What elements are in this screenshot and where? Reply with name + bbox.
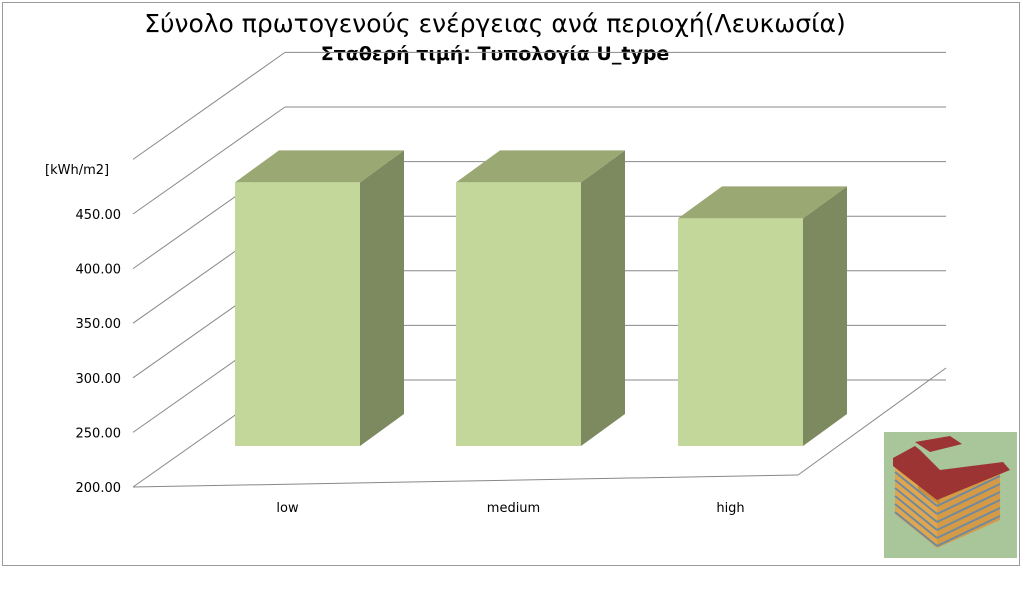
bar-side bbox=[581, 150, 625, 446]
bar-top bbox=[678, 186, 847, 219]
building-model-icon bbox=[884, 432, 1017, 558]
y-tick-label: 250.00 bbox=[76, 426, 122, 441]
x-category-label: high bbox=[716, 501, 744, 516]
x-category-label: low bbox=[276, 501, 299, 516]
bar bbox=[456, 182, 581, 446]
bar bbox=[678, 218, 803, 446]
floor-front-edge bbox=[132, 474, 799, 488]
bar bbox=[235, 182, 360, 446]
gridline-side bbox=[132, 51, 286, 160]
bar-side bbox=[803, 186, 847, 447]
bar-top bbox=[456, 150, 625, 183]
floor-right-edge bbox=[797, 367, 947, 476]
gridline-side bbox=[132, 106, 286, 215]
y-tick-label: 200.00 bbox=[76, 481, 122, 496]
bar-side bbox=[360, 150, 404, 446]
chart-subtitle: Σταθερή τιμή: Τυπολογία U_type bbox=[320, 43, 670, 65]
y-tick-label: 350.00 bbox=[76, 317, 122, 332]
chart-title: Σύνολο πρωτογενούς ενέργειας ανά περιοχή… bbox=[144, 9, 846, 38]
y-tick-label: 400.00 bbox=[76, 263, 122, 278]
y-tick-label: 450.00 bbox=[76, 208, 122, 223]
x-category-label: medium bbox=[487, 501, 540, 516]
y-axis-unit-label: [kWh/m2] bbox=[45, 163, 109, 178]
bar-top bbox=[235, 150, 404, 183]
y-tick-label: 300.00 bbox=[76, 372, 122, 387]
